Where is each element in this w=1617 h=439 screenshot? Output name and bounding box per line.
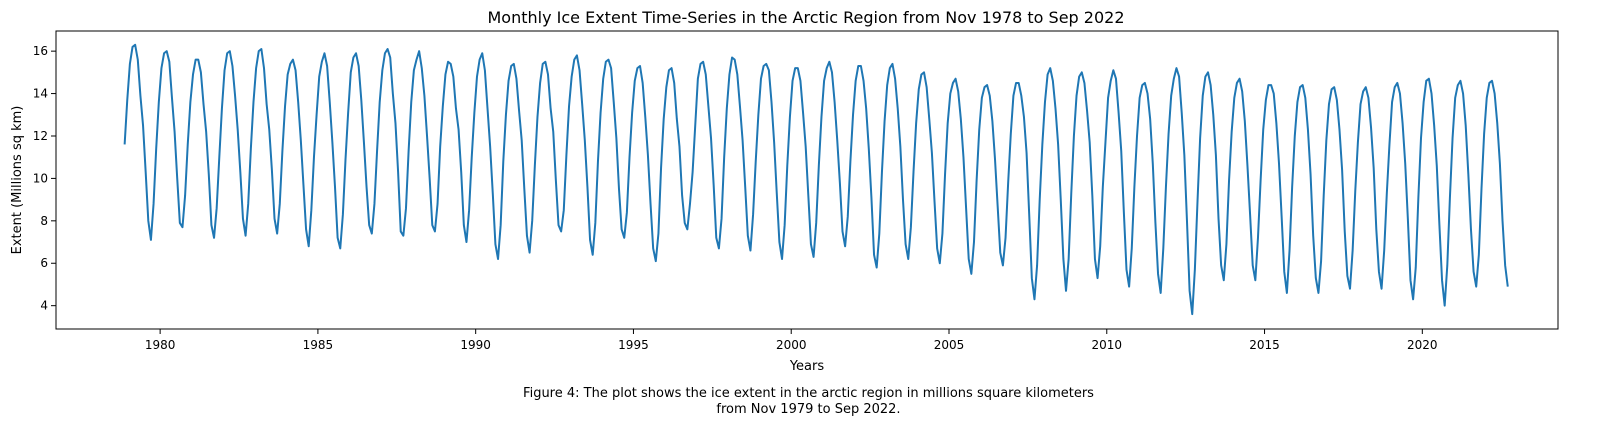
y-tick-label: 8 [40, 214, 48, 228]
y-axis: 4 6 8 10 12 14 16 [33, 44, 56, 313]
x-tick-label: 1990 [460, 338, 491, 352]
x-tick-label: 1985 [303, 338, 334, 352]
x-tick-label: 2015 [1249, 338, 1280, 352]
y-axis-label: Extent (Millions sq km) [10, 106, 25, 255]
y-tick-label: 4 [40, 299, 48, 313]
figure-caption-line-1: Figure 4: The plot shows the ice extent … [523, 386, 1094, 401]
x-tick-label: 2020 [1407, 338, 1438, 352]
x-axis-label: Years [789, 359, 825, 374]
chart-title: Monthly Ice Extent Time-Series in the Ar… [488, 8, 1125, 27]
x-axis: 1980 1985 1990 1995 2000 2005 2010 2015 2020 [145, 329, 1438, 352]
x-tick-label: 2010 [1091, 338, 1122, 352]
y-tick-label: 10 [33, 171, 48, 185]
plot-frame [55, 30, 1559, 330]
x-tick-label: 2000 [776, 338, 807, 352]
y-tick-label: 14 [33, 87, 48, 101]
x-tick-label: 2005 [934, 338, 965, 352]
x-tick-label: 1995 [618, 338, 649, 352]
y-tick-label: 16 [33, 44, 48, 58]
line-chart: Monthly Ice Extent Time-Series in the Ar… [10, 8, 1559, 374]
y-tick-label: 12 [33, 129, 48, 143]
figure-caption-line-2: from Nov 1979 to Sep 2022. [716, 402, 901, 417]
ice-extent-series-line [123, 43, 1509, 316]
x-tick-label: 1980 [145, 338, 176, 352]
y-tick-label: 6 [40, 256, 48, 270]
